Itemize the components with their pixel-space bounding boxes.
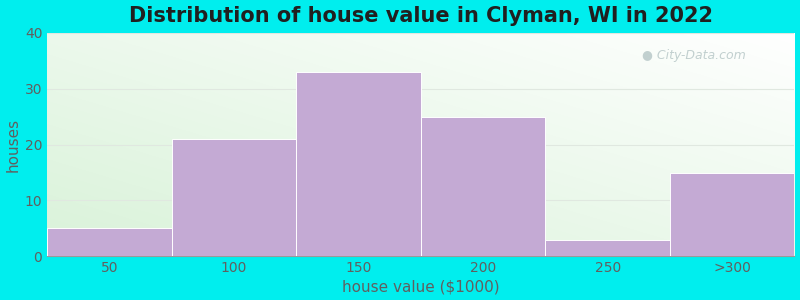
Bar: [47, 228, 172, 256]
Y-axis label: houses: houses: [6, 118, 21, 172]
Title: Distribution of house value in Clyman, WI in 2022: Distribution of house value in Clyman, W…: [129, 6, 713, 26]
Bar: [296, 72, 421, 256]
Bar: [670, 172, 794, 256]
Bar: [421, 117, 546, 256]
Bar: [546, 240, 670, 256]
X-axis label: house value ($1000): house value ($1000): [342, 279, 500, 294]
Text: ● City-Data.com: ● City-Data.com: [642, 49, 746, 62]
Bar: [172, 139, 296, 256]
